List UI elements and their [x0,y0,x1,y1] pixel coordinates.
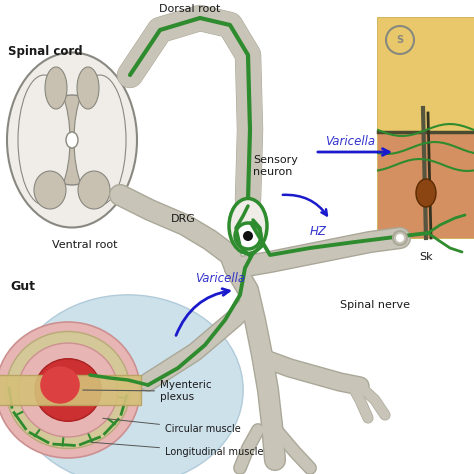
Ellipse shape [7,53,137,228]
Ellipse shape [35,359,101,421]
Text: Spinal cord: Spinal cord [8,45,82,58]
Text: Dorsal root: Dorsal root [159,4,221,14]
Ellipse shape [229,199,267,254]
Text: S: S [396,35,403,45]
Ellipse shape [66,132,78,148]
Text: Spinal nerve: Spinal nerve [340,300,410,310]
Ellipse shape [45,67,67,109]
Text: Longitudinal muscle: Longitudinal muscle [91,442,264,457]
Ellipse shape [77,67,99,109]
FancyBboxPatch shape [378,18,474,238]
Circle shape [396,234,404,242]
Text: Sk: Sk [419,252,433,262]
FancyBboxPatch shape [0,375,141,405]
Ellipse shape [38,95,106,185]
Ellipse shape [416,179,436,207]
FancyBboxPatch shape [378,18,474,132]
Text: Sensory
neuron: Sensory neuron [253,155,298,177]
Ellipse shape [78,171,110,209]
Text: HZ: HZ [310,225,327,238]
Text: Gut: Gut [10,280,35,293]
Text: Ventral root: Ventral root [52,240,118,250]
Ellipse shape [74,75,126,205]
Ellipse shape [0,322,140,458]
Ellipse shape [18,343,118,437]
Text: Varicella: Varicella [195,272,245,285]
Text: Circular muscle: Circular muscle [103,418,241,434]
Text: Myenteric
plexus: Myenteric plexus [83,381,211,402]
Ellipse shape [6,331,130,448]
Circle shape [235,223,261,249]
Text: Varicella: Varicella [325,135,375,148]
Circle shape [393,231,407,245]
FancyBboxPatch shape [378,132,474,238]
Ellipse shape [34,171,66,209]
Circle shape [243,231,253,241]
Text: DRG: DRG [171,214,196,224]
Ellipse shape [40,366,80,404]
Ellipse shape [13,295,243,474]
Ellipse shape [18,75,70,205]
